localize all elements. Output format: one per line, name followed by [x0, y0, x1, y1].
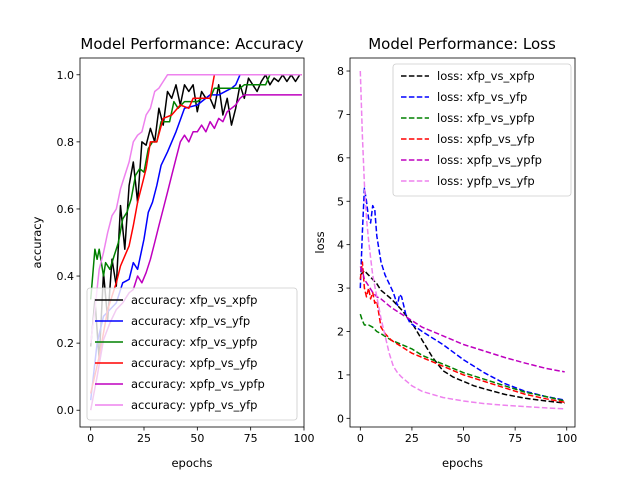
y-tick-label: 6 — [337, 152, 344, 165]
series-line-5 — [89, 74, 302, 344]
axes-frame — [349, 57, 576, 428]
legend-label-1: loss: xfp_vs_yfp — [437, 90, 527, 104]
plot-area — [359, 70, 565, 410]
x-tick-label: 100 — [294, 432, 315, 445]
y-tick-label: 0.8 — [57, 136, 75, 149]
loss-chart: Model Performance: Loss 0 25 50 75 100 0 1 2 3 4 5 6… — [313, 35, 577, 470]
y-tick-label: 0.2 — [57, 337, 75, 350]
series-line-3 — [359, 261, 565, 404]
y-tick-label: 7 — [337, 108, 344, 121]
x-tick-label: 50 — [457, 432, 471, 445]
y-tick-label: 3 — [337, 282, 344, 295]
chart-title: Model Performance: Loss — [368, 35, 556, 53]
x-tick-label: 75 — [244, 432, 258, 445]
x-tick-label: 0 — [87, 432, 94, 445]
y-tick-label: 8 — [337, 65, 344, 78]
y-axis-label: loss — [313, 231, 327, 253]
legend: loss: xfp_vs_xpfp loss: xfp_vs_yfp loss: x… — [392, 63, 572, 197]
legend-label-2: loss: xfp_vs_ypfp — [437, 111, 535, 125]
legend-label-4: loss: xpfp_vs_ypfp — [437, 153, 542, 167]
x-tick-label: 50 — [190, 432, 204, 445]
legend-label-0: loss: xfp_vs_xpfp — [437, 69, 535, 83]
y-tick-label: 2 — [337, 325, 344, 338]
legend-box — [392, 63, 572, 197]
series-line-4 — [359, 266, 565, 373]
x-tick-label: 100 — [556, 432, 577, 445]
legend-label-4: accuracy: xpfp_vs_ypfp — [131, 377, 265, 391]
legend-label-0: accuracy: xfp_vs_xpfp — [131, 293, 257, 307]
axes-frame — [79, 57, 305, 428]
series-line-3 — [89, 74, 302, 394]
series-line-5 — [359, 70, 565, 410]
series-line-2 — [359, 313, 565, 402]
x-tick-label: 25 — [137, 432, 151, 445]
y-tick-label: 0.0 — [57, 404, 75, 417]
legend-label-1: accuracy: xfp_vs_yfp — [131, 314, 250, 328]
legend-label-3: accuracy: xpfp_vs_yfp — [131, 356, 257, 370]
x-tick-label: 0 — [357, 432, 364, 445]
y-tick-label: 1.0 — [57, 69, 75, 82]
chart-title: Model Performance: Accuracy — [80, 35, 303, 53]
legend-label-5: accuracy: ypfp_vs_yfp — [131, 398, 257, 412]
legend-label-2: accuracy: xfp_vs_ypfp — [131, 335, 257, 349]
legend-box — [86, 287, 298, 421]
y-tick-label: 5 — [337, 195, 344, 208]
x-tick-label: 25 — [405, 432, 419, 445]
series-line-1 — [359, 187, 565, 401]
x-axis-label: epochs — [442, 456, 483, 470]
x-axis-label: epochs — [171, 456, 212, 470]
y-tick-label: 4 — [337, 239, 344, 252]
y-axis-label: accuracy — [30, 216, 44, 268]
y-tick-label: 0.4 — [57, 270, 75, 283]
x-tick-label: 75 — [508, 432, 522, 445]
y-tick-label: 0 — [337, 412, 344, 425]
y-tick-label: 1 — [337, 369, 344, 382]
y-tick-label: 0.6 — [57, 203, 75, 216]
legend-label-3: loss: xpfp_vs_yfp — [437, 132, 535, 146]
legend-label-5: loss: ypfp_vs_yfp — [437, 174, 535, 188]
series-line-0 — [89, 74, 302, 361]
legend: accuracy: xfp_vs_xpfp accuracy: xfp_vs_yf… — [86, 287, 298, 421]
accuracy-chart: Model Performance: Accuracy 0 25 50 75 100 0.0… — [30, 35, 315, 470]
